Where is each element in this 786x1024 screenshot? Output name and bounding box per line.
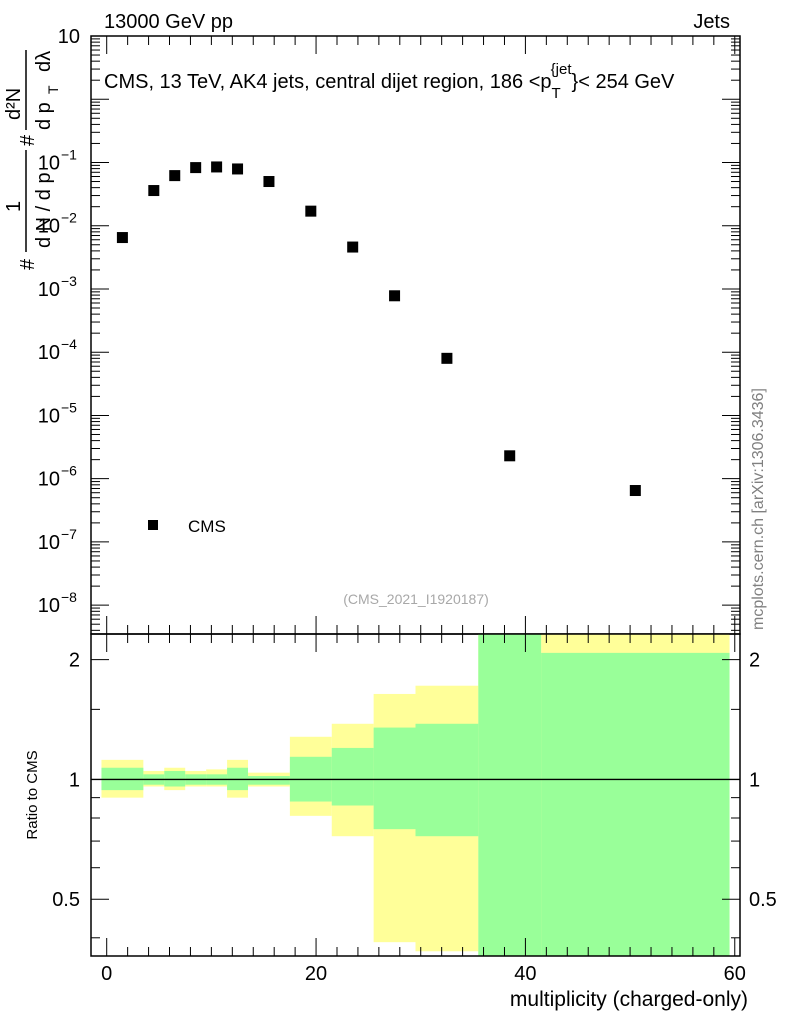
ylabel-hash-2: # <box>17 134 39 146</box>
ratio-band-stat <box>164 771 186 787</box>
data-point-cms <box>504 450 516 462</box>
ylabel-lambda: dλ <box>33 51 55 72</box>
main-ytick-label: 10 <box>38 152 60 174</box>
legend-marker-cms <box>148 520 158 530</box>
data-point-cms <box>389 290 401 302</box>
main-ytick-exponent: −8 <box>61 589 77 605</box>
main-ytick-exponent: −1 <box>61 146 77 162</box>
ratio-xtick-label: 60 <box>724 963 746 985</box>
main-ytick-exponent: −5 <box>61 399 77 415</box>
data-point-cms <box>190 162 202 174</box>
ratio-band-stat <box>541 652 730 956</box>
data-point-cms <box>211 161 223 173</box>
data-point-cms <box>232 163 244 175</box>
ylabel-hash-1: # <box>17 258 39 270</box>
main-ylabel: # 1 d N / d p # d²N d p T dλ <box>3 50 61 270</box>
analysis-id: (CMS_2021_I1920187) <box>343 591 489 607</box>
header-left: 13000 GeV pp <box>104 11 233 33</box>
ratio-xlabel: multiplicity (charged-only) <box>510 988 748 1011</box>
main-ytick-exponent: −2 <box>61 210 77 226</box>
ratio-ylabel: Ratio to CMS <box>24 750 41 839</box>
ratio-ytick-label-left: 0.5 <box>52 889 80 911</box>
ratio-ytick-label-left: 2 <box>69 650 80 672</box>
data-point-cms <box>347 241 359 253</box>
header-right: Jets <box>693 11 730 33</box>
main-title-sup: {jet <box>551 61 573 78</box>
main-title-after: }< 254 GeV <box>572 71 676 93</box>
ratio-ytick-label-left: 1 <box>69 769 80 791</box>
main-ytick-exponent: −3 <box>61 273 77 289</box>
data-point-cms <box>263 176 275 188</box>
main-ytick-label: 10 <box>38 342 60 364</box>
watermark: mcplots.cern.ch [arXiv:1306.3436] <box>750 388 767 630</box>
main-ytick-label: 10 <box>38 216 60 238</box>
main-ytick-exponent: −7 <box>61 526 77 542</box>
ratio-band-stat <box>331 747 374 806</box>
ratio-xtick-label: 40 <box>514 963 536 985</box>
main-title: CMS, 13 TeV, AK4 jets, central dijet reg… <box>104 61 675 102</box>
ratio-ytick-label-right: 0.5 <box>749 889 777 911</box>
ratio-xtick-label: 0 <box>101 963 112 985</box>
legend-label-cms: CMS <box>188 517 226 536</box>
main-ytick-label: 10 <box>38 405 60 427</box>
main-ytick-label: 10 <box>58 26 80 48</box>
data-point-cms <box>169 170 181 182</box>
ylabel-denom2: d p <box>33 102 55 130</box>
data-point-cms <box>148 185 160 197</box>
ratio-ytick-label-right: 1 <box>749 769 760 791</box>
ylabel-numer: d²N <box>3 88 25 120</box>
ratio-band-stat <box>373 727 416 830</box>
ylabel-sub: T <box>45 85 61 94</box>
ratio-plot: 0.5 0.51 12 20 20 40 60 <box>52 633 777 985</box>
main-ytick-label: 10 <box>38 469 60 491</box>
main-title-sub: T <box>552 85 561 102</box>
data-point-cms <box>305 205 317 217</box>
main-frame <box>90 35 741 635</box>
main-ytick-label: 10 <box>38 532 60 554</box>
ratio-band-stat <box>248 776 290 785</box>
main-ytick-exponent: −6 <box>61 463 77 479</box>
data-point-cms <box>441 352 453 364</box>
ratio-xtick-label: 20 <box>305 963 327 985</box>
main-title-before: CMS, 13 TeV, AK4 jets, central dijet reg… <box>104 71 552 93</box>
ylabel-denom: d N / d p <box>33 172 55 248</box>
data-point-cms <box>629 485 641 497</box>
ratio-frame <box>90 633 741 957</box>
ratio-ytick-label-right: 2 <box>749 650 760 672</box>
main-ytick-label: 10 <box>38 279 60 301</box>
ylabel-one: 1 <box>3 201 25 212</box>
main-ytick-label: 10 <box>38 595 60 617</box>
data-point-cms <box>116 232 128 244</box>
main-ytick-exponent: −4 <box>61 336 77 352</box>
ratio-band-stat <box>478 634 542 956</box>
